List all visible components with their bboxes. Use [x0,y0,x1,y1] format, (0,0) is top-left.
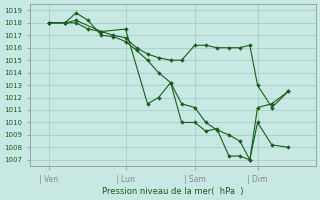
X-axis label: Pression niveau de la mer(  hPa  ): Pression niveau de la mer( hPa ) [102,187,244,196]
